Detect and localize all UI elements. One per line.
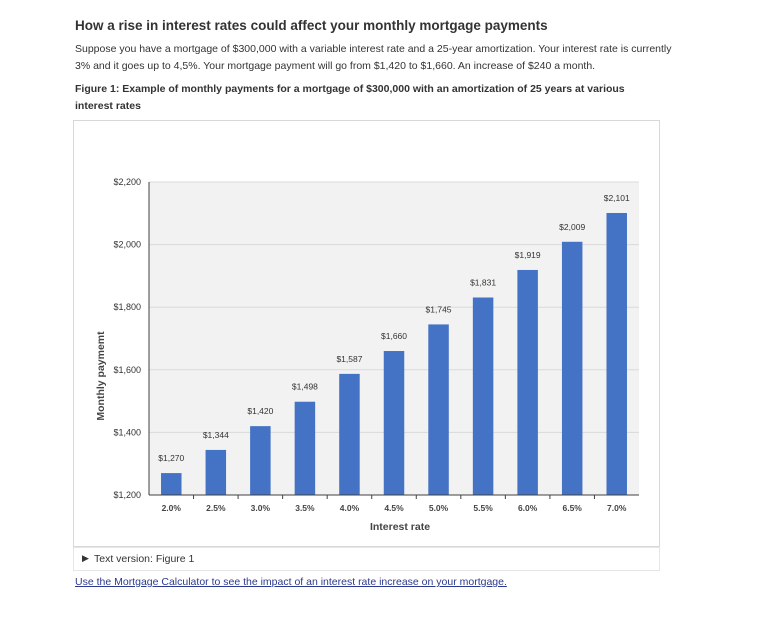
chart-container: $1,270 $1,344 $1,420 $1,498 $1,587 $1,660 $1,7… [73,120,660,547]
x-tick-label: 5.0% [429,503,449,513]
x-tick-label: 2.0% [162,503,182,513]
figure-caption: Figure 1: Example of monthly payments fo… [75,83,625,112]
mortgage-calculator-link[interactable]: Use the Mortgage Calculator to see the i… [75,576,507,588]
data-label: $1,745 [426,304,452,314]
data-label: $2,101 [604,193,630,203]
x-tick-label: 6.0% [518,503,538,513]
data-label: $1,919 [515,250,541,260]
y-tick-label: $2,200 [113,177,141,187]
expand-triangle-icon: ▶ [82,553,89,563]
data-label: $1,831 [470,277,496,287]
bar [250,426,271,495]
bar [294,401,316,495]
x-axis-title: Interest rate [370,521,430,533]
bar [428,324,449,495]
bar [161,473,182,495]
x-tick-label: 4.0% [340,503,360,513]
data-label: $1,587 [336,354,362,364]
bar [517,269,538,495]
data-label: $1,660 [381,331,407,341]
data-label: $1,344 [203,430,229,440]
x-tick-label: 2.5% [206,503,226,513]
y-tick-label: $1,400 [113,427,141,437]
x-tick-label: 7.0% [607,503,627,513]
x-tick-label: 3.5% [295,503,315,513]
text-version-toggle[interactable]: ▶ Text version: Figure 1 [73,547,660,571]
bar [339,373,360,495]
x-tick-label: 5.5% [473,503,493,513]
y-tick-label: $2,000 [113,240,141,250]
bar [205,449,227,495]
y-axis-title: Monthly paymemt [95,331,107,421]
x-tick-label: 6.5% [562,503,582,513]
x-tick-label: 3.0% [251,503,271,513]
data-label: $1,420 [247,406,273,416]
x-tick-label: 4.5% [384,503,404,513]
y-tick-label: $1,200 [113,490,141,500]
y-tick-label: $1,800 [113,302,141,312]
text-version-label: Text version: Figure 1 [94,553,195,565]
bar [472,297,494,495]
bar [606,212,627,495]
data-label: $2,009 [559,222,585,232]
data-label: $1,270 [158,453,184,463]
bar-chart: $1,270 $1,344 $1,420 $1,498 $1,587 $1,660 $1,7… [95,177,639,533]
intro-paragraph: Suppose you have a mortgage of $300,000 … [75,43,672,72]
data-label: $1,498 [292,382,318,392]
bar [561,241,583,495]
bar [383,351,405,495]
article-heading: How a rise in interest rates could affec… [75,18,548,33]
y-tick-label: $1,600 [113,365,141,375]
